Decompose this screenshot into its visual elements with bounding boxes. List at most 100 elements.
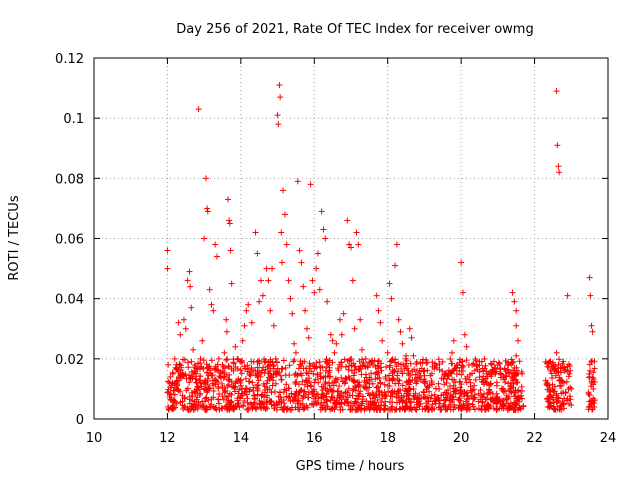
data-point <box>442 396 449 403</box>
data-point <box>321 380 328 387</box>
data-point <box>167 373 174 380</box>
data-point <box>224 399 231 406</box>
data-point <box>177 331 184 338</box>
data-point <box>552 372 559 379</box>
data-point <box>210 387 217 394</box>
x-tick-labels: 10 12 14 16 18 20 22 24 <box>86 431 617 446</box>
data-point <box>353 366 360 373</box>
data-point <box>226 381 233 388</box>
data-point <box>568 402 575 409</box>
data-point <box>256 298 263 305</box>
data-point <box>472 376 479 383</box>
y-tick-label: 0.02 <box>55 353 84 368</box>
data-point <box>386 364 393 371</box>
data-point <box>374 374 381 381</box>
data-point <box>416 403 423 410</box>
data-point <box>165 406 172 413</box>
data-point <box>239 337 246 344</box>
data-point <box>588 379 595 386</box>
data-point <box>344 358 351 365</box>
data-point <box>457 378 464 385</box>
data-point <box>500 374 507 381</box>
data-point <box>363 374 370 381</box>
data-point <box>453 364 460 371</box>
data-point <box>235 390 242 397</box>
data-point <box>259 292 266 299</box>
data-point <box>173 361 180 368</box>
data-point <box>166 390 173 397</box>
data-point <box>551 365 558 372</box>
data-point <box>458 259 465 266</box>
data-point <box>191 389 198 396</box>
y-tick-label: 0.12 <box>55 52 84 67</box>
data-point <box>215 396 222 403</box>
data-point <box>348 356 355 363</box>
data-point <box>515 337 522 344</box>
data-point <box>193 379 200 386</box>
data-point <box>455 405 462 412</box>
data-point <box>277 389 284 396</box>
data-point <box>258 367 265 374</box>
data-point <box>271 405 278 412</box>
data-point <box>393 241 400 248</box>
data-point <box>318 394 325 401</box>
data-point <box>425 398 432 405</box>
data-point <box>317 364 324 371</box>
data-point <box>199 398 206 405</box>
data-point <box>453 387 460 394</box>
data-point <box>433 395 440 402</box>
data-point <box>244 368 251 375</box>
data-point <box>215 355 222 362</box>
data-point <box>518 395 525 402</box>
data-point <box>513 352 520 359</box>
data-point <box>429 359 436 366</box>
data-point <box>506 369 513 376</box>
data-point <box>485 402 492 409</box>
data-point <box>398 394 405 401</box>
data-point <box>493 400 500 407</box>
data-point <box>442 371 449 378</box>
data-point <box>469 370 476 377</box>
data-point <box>487 381 494 388</box>
x-tick-label: 18 <box>379 431 396 446</box>
data-point <box>441 389 448 396</box>
data-point <box>278 365 285 372</box>
data-point <box>358 356 365 363</box>
data-point <box>202 395 209 402</box>
data-point <box>253 406 260 413</box>
data-point <box>469 387 476 394</box>
data-point <box>333 340 340 347</box>
data-point <box>425 406 432 413</box>
y-tick-label: 0.06 <box>55 233 84 248</box>
data-point <box>165 361 172 368</box>
data-point <box>375 357 382 364</box>
data-point <box>509 289 516 296</box>
data-point <box>411 404 418 411</box>
data-point <box>452 379 459 386</box>
data-point <box>494 362 501 369</box>
data-point <box>442 370 449 377</box>
y-tick-label: 0.08 <box>55 172 84 187</box>
data-point <box>418 365 425 372</box>
data-point <box>319 404 326 411</box>
data-point <box>378 367 385 374</box>
data-point <box>493 368 500 375</box>
data-point <box>545 359 552 366</box>
data-point <box>399 382 406 389</box>
data-point <box>328 405 335 412</box>
data-point <box>322 235 329 242</box>
data-point <box>336 383 343 390</box>
data-point <box>232 343 239 350</box>
data-point <box>586 391 593 398</box>
x-tick-label: 20 <box>453 431 470 446</box>
data-point <box>197 390 204 397</box>
data-point <box>315 391 322 398</box>
data-point <box>395 368 402 375</box>
data-point <box>204 205 211 212</box>
data-point <box>342 363 349 370</box>
data-point <box>289 310 296 317</box>
data-point <box>388 295 395 302</box>
data-point <box>174 366 181 373</box>
data-point <box>394 376 401 383</box>
data-point <box>449 376 456 383</box>
